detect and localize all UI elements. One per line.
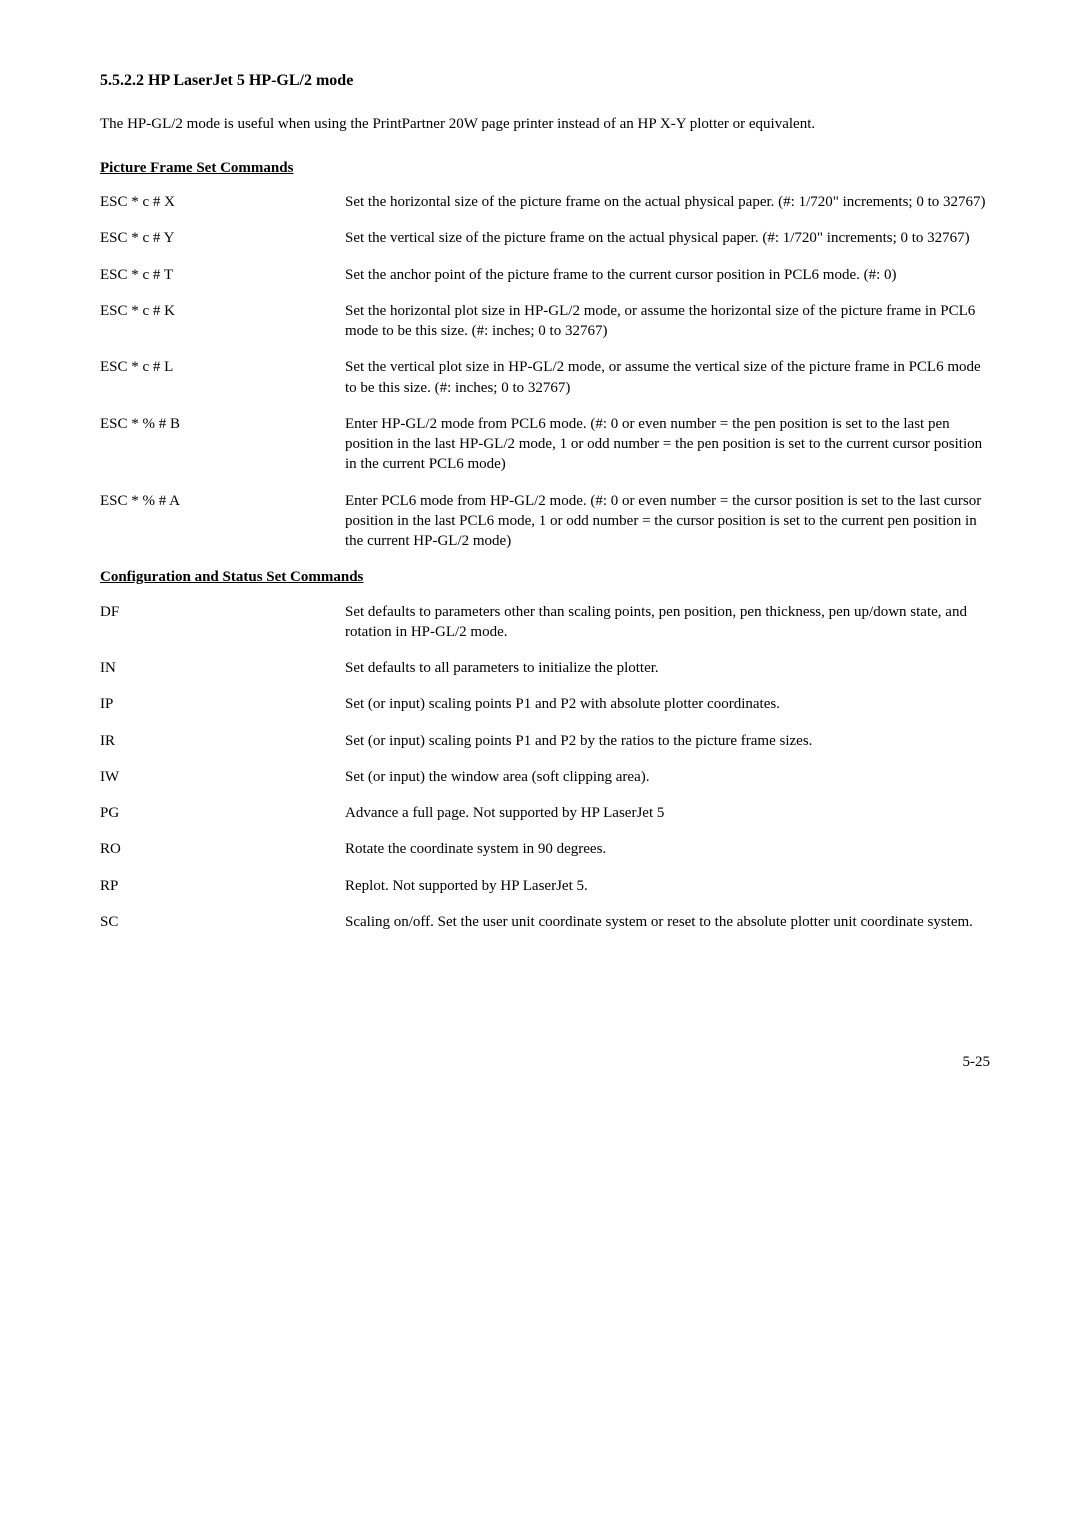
command-row: ESC * % # A Enter PCL6 mode from HP-GL/2… — [100, 491, 990, 552]
command-term: ESC * c # L — [100, 357, 345, 398]
command-desc: Set (or input) scaling points P1 and P2 … — [345, 731, 990, 751]
command-desc: Enter HP-GL/2 mode from PCL6 mode. (#: 0… — [345, 414, 990, 475]
command-desc: Scaling on/off. Set the user unit coordi… — [345, 912, 990, 932]
command-term: RP — [100, 876, 345, 896]
command-row: DF Set defaults to parameters other than… — [100, 602, 990, 643]
command-term: ESC * c # K — [100, 301, 345, 342]
command-desc: Set defaults to parameters other than sc… — [345, 602, 990, 643]
intro-paragraph: The HP-GL/2 mode is useful when using th… — [100, 114, 990, 134]
command-term: ESC * % # B — [100, 414, 345, 475]
command-desc: Set the vertical plot size in HP-GL/2 mo… — [345, 357, 990, 398]
command-row: ESC * c # X Set the horizontal size of t… — [100, 192, 990, 212]
sub-heading-config-status: Configuration and Status Set Commands — [100, 567, 990, 587]
command-row: RP Replot. Not supported by HP LaserJet … — [100, 876, 990, 896]
command-desc: Set the horizontal plot size in HP-GL/2 … — [345, 301, 990, 342]
command-row: ESC * c # L Set the vertical plot size i… — [100, 357, 990, 398]
command-term: IP — [100, 694, 345, 714]
command-desc: Set the anchor point of the picture fram… — [345, 265, 990, 285]
command-term: IW — [100, 767, 345, 787]
command-term: IN — [100, 658, 345, 678]
command-row: ESC * % # B Enter HP-GL/2 mode from PCL6… — [100, 414, 990, 475]
command-term: RO — [100, 839, 345, 859]
command-row: ESC * c # T Set the anchor point of the … — [100, 265, 990, 285]
command-desc: Set (or input) the window area (soft cli… — [345, 767, 990, 787]
command-row: IR Set (or input) scaling points P1 and … — [100, 731, 990, 751]
section-heading: 5.5.2.2 HP LaserJet 5 HP-GL/2 mode — [100, 70, 990, 92]
command-row: ESC * c # K Set the horizontal plot size… — [100, 301, 990, 342]
command-row: IW Set (or input) the window area (soft … — [100, 767, 990, 787]
command-term: ESC * c # X — [100, 192, 345, 212]
command-desc: Set (or input) scaling points P1 and P2 … — [345, 694, 990, 714]
command-row: ESC * c # Y Set the vertical size of the… — [100, 228, 990, 248]
command-desc: Replot. Not supported by HP LaserJet 5. — [345, 876, 990, 896]
command-row: IN Set defaults to all parameters to ini… — [100, 658, 990, 678]
page-number: 5-25 — [100, 1052, 990, 1072]
command-desc: Set the horizontal size of the picture f… — [345, 192, 990, 212]
sub-heading-picture-frame: Picture Frame Set Commands — [100, 158, 990, 178]
command-desc: Enter PCL6 mode from HP-GL/2 mode. (#: 0… — [345, 491, 990, 552]
command-term: IR — [100, 731, 345, 751]
command-row: SC Scaling on/off. Set the user unit coo… — [100, 912, 990, 932]
command-desc: Set the vertical size of the picture fra… — [345, 228, 990, 248]
command-term: ESC * c # Y — [100, 228, 345, 248]
command-desc: Rotate the coordinate system in 90 degre… — [345, 839, 990, 859]
command-term: ESC * c # T — [100, 265, 345, 285]
command-desc: Set defaults to all parameters to initia… — [345, 658, 990, 678]
command-row: PG Advance a full page. Not supported by… — [100, 803, 990, 823]
command-term: PG — [100, 803, 345, 823]
command-term: SC — [100, 912, 345, 932]
command-row: IP Set (or input) scaling points P1 and … — [100, 694, 990, 714]
command-term: DF — [100, 602, 345, 643]
command-term: ESC * % # A — [100, 491, 345, 552]
command-row: RO Rotate the coordinate system in 90 de… — [100, 839, 990, 859]
command-desc: Advance a full page. Not supported by HP… — [345, 803, 990, 823]
